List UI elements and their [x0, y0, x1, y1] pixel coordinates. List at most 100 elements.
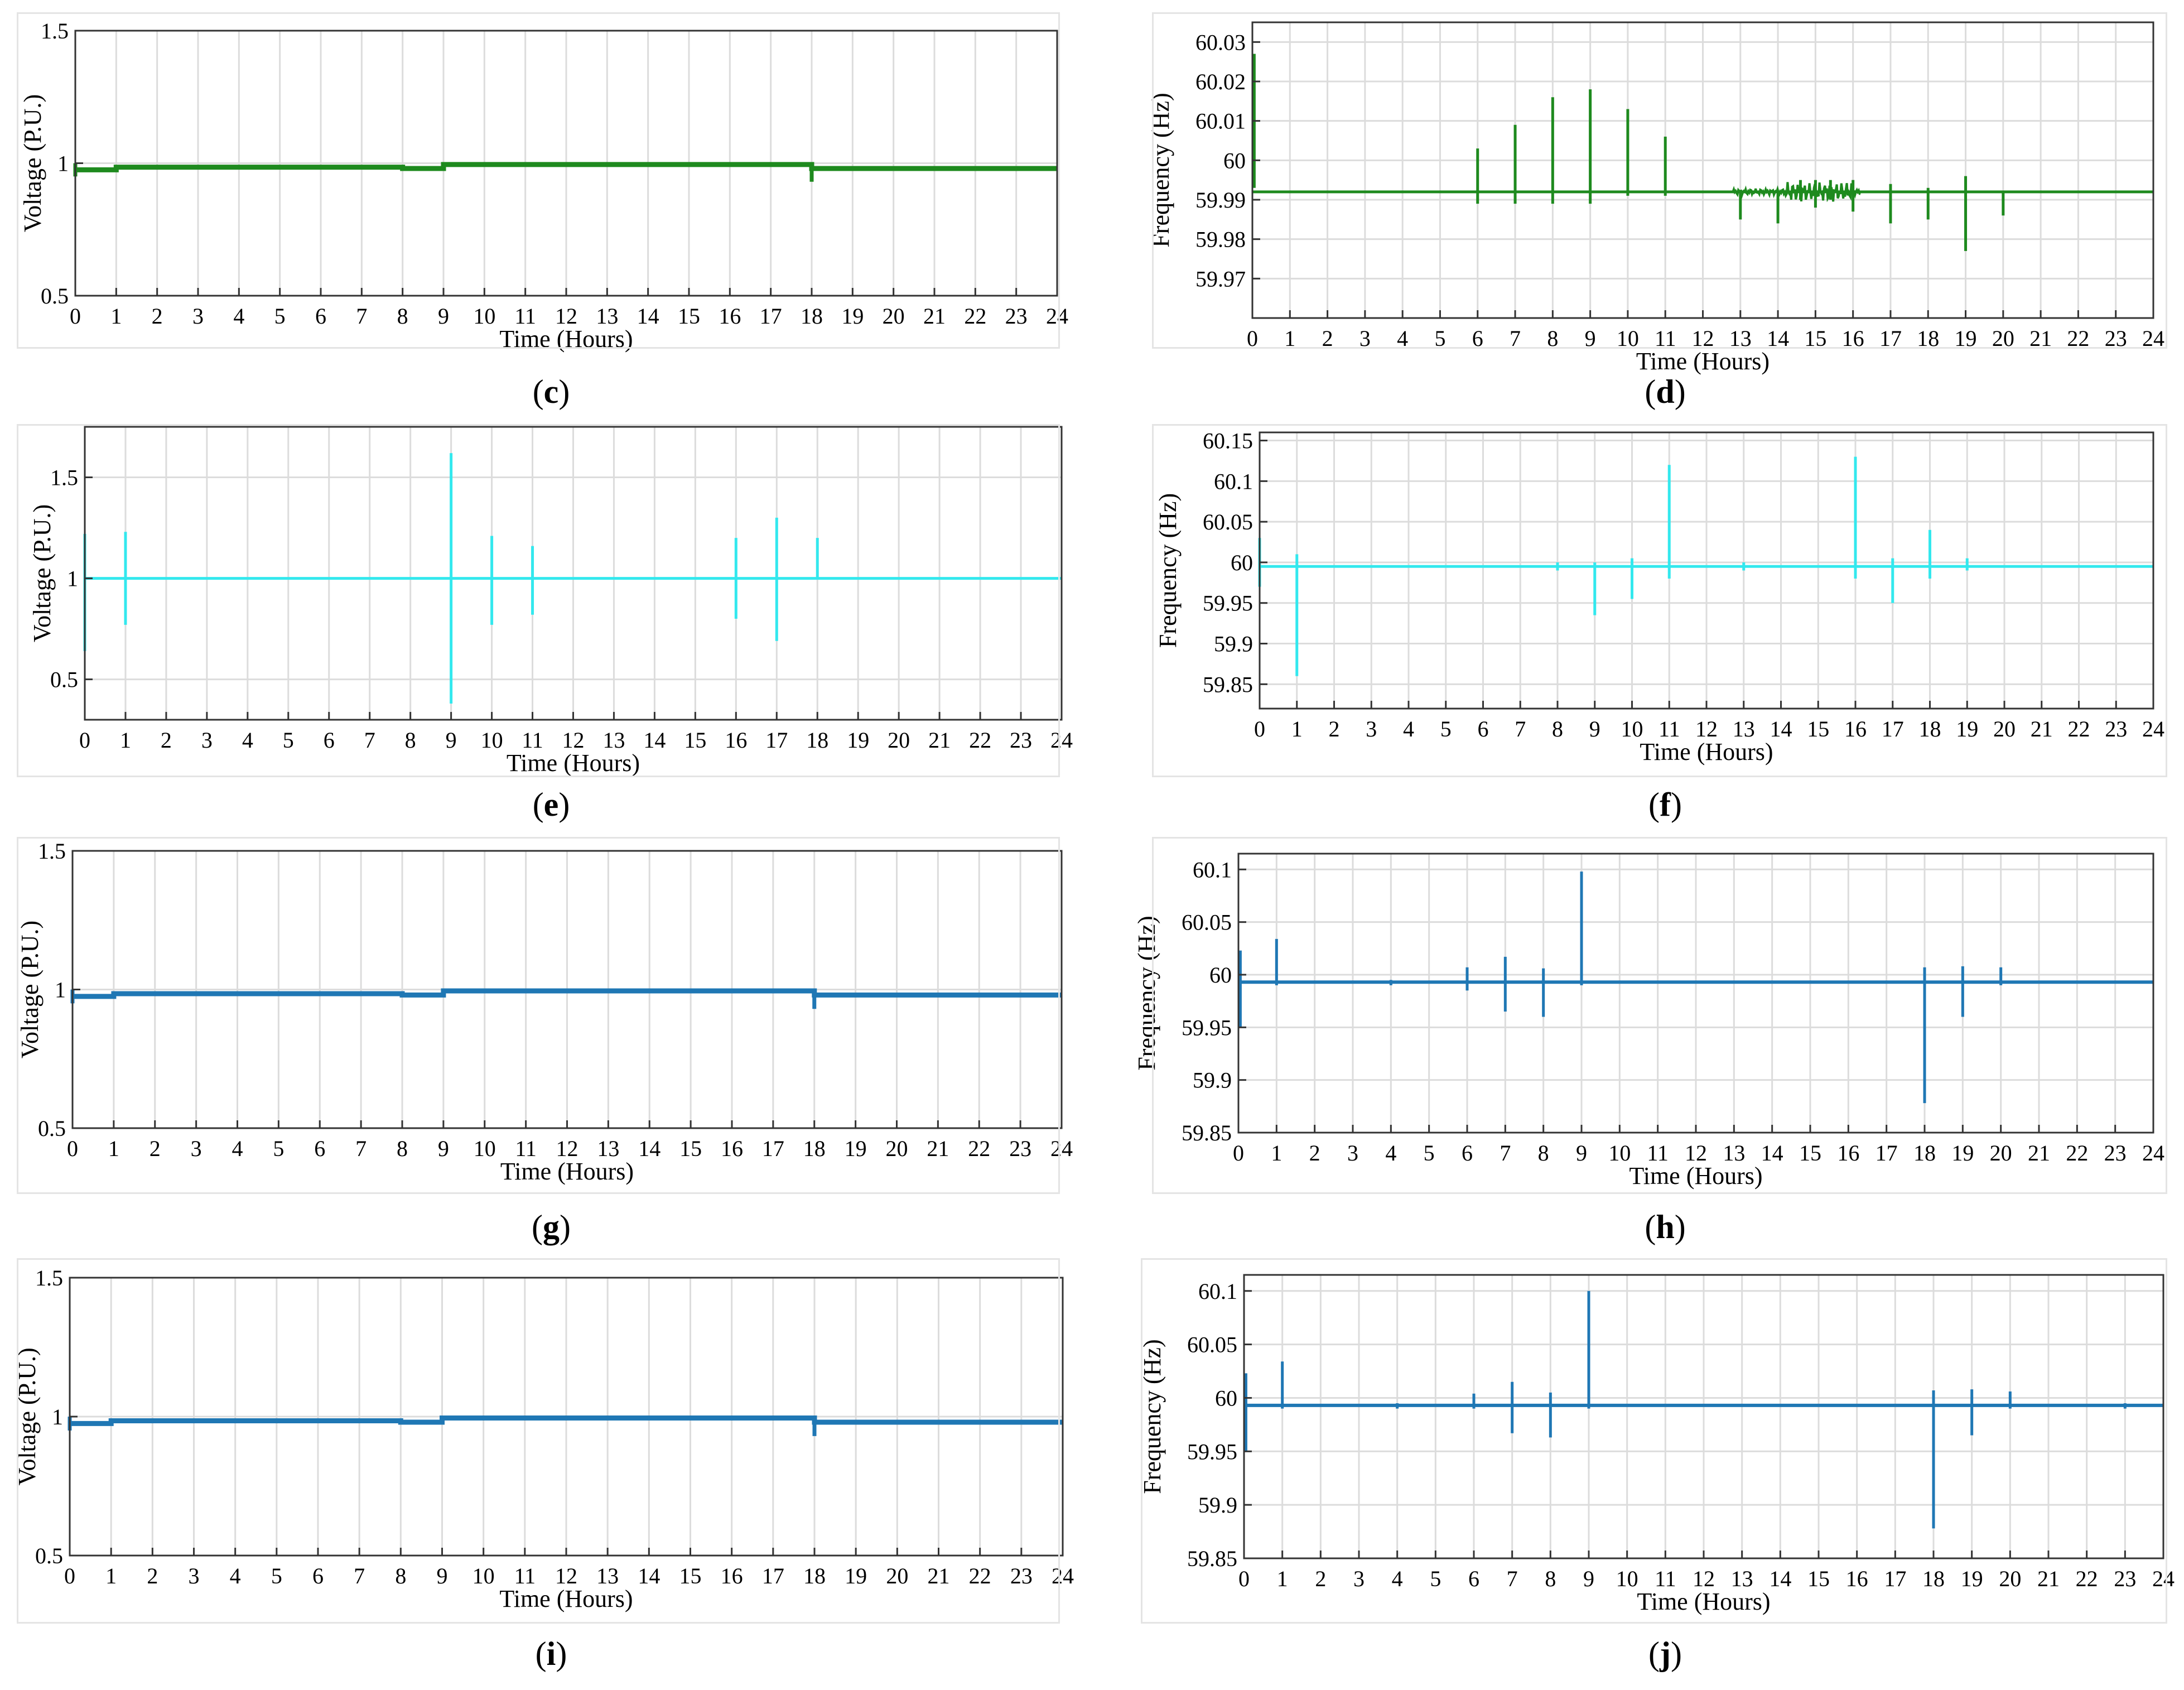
x-tick-label: 12 [1695, 716, 1718, 742]
x-tick-label: 24 [2152, 1566, 2175, 1591]
x-tick-label: 14 [1770, 716, 1792, 742]
series [1258, 456, 2153, 676]
x-tick-label: 0 [1254, 716, 1265, 742]
x-tick-label: 14 [1761, 1140, 1783, 1166]
panel-frame [17, 424, 1060, 777]
x-tick-label: 17 [765, 728, 788, 753]
x-tick-label: 11 [1647, 1140, 1669, 1166]
y-axis-label: Voltage (P.U.) [28, 504, 56, 642]
x-tick-label: 20 [886, 1136, 908, 1161]
x-tick-label: 10 [1608, 1140, 1631, 1166]
y-tick-label: 60.01 [1195, 109, 1246, 134]
caption-letter: g [543, 1208, 560, 1245]
x-tick-label: 15 [1804, 326, 1826, 351]
y-tick-label: 59.9 [1214, 632, 1253, 657]
x-tick-label: 23 [2105, 326, 2127, 351]
x-tick-label: 18 [803, 1563, 826, 1588]
y-tick-label: 59.97 [1195, 266, 1246, 291]
x-tick-label: 12 [1693, 1566, 1715, 1591]
x-tick-label: 5 [274, 304, 286, 329]
x-tick-label: 0 [1238, 1566, 1250, 1591]
y-tick-label: 60.02 [1195, 69, 1246, 94]
x-tick-label: 3 [1359, 326, 1371, 351]
y-tick-label: 1.5 [41, 18, 69, 44]
x-tick-label: 19 [1961, 1566, 1983, 1591]
y-tick-label: 60.05 [1187, 1332, 1237, 1357]
x-tick-label: 24 [1050, 1136, 1073, 1161]
x-tick-label: 6 [314, 1136, 325, 1161]
x-tick-label: 22 [969, 1563, 991, 1588]
x-tick-label: 21 [2037, 1566, 2060, 1591]
x-tick-label: 0 [64, 1563, 75, 1588]
x-tick-label: 11 [514, 1563, 536, 1588]
y-tick-label: 60.1 [1198, 1279, 1237, 1304]
caption-letter: h [1656, 1208, 1675, 1245]
x-tick-labels: 0 1 2 3 4 5 6 7 8 9 10 11 12 13 14 15 16 17 18 19 20 21 22 23 24 [1238, 1551, 2175, 1591]
x-tick-label: 24 [1052, 1563, 1074, 1588]
x-tick-label: 1 [110, 304, 122, 329]
y-axis-label: Voltage (P.U.) [16, 921, 44, 1058]
x-tick-label: 23 [1005, 304, 1028, 329]
x-tick-label: 17 [1876, 1140, 1898, 1166]
x-tick-label: 12 [556, 1136, 578, 1161]
x-tick-label: 22 [2076, 1566, 2098, 1591]
caption-letter: f [1660, 786, 1671, 823]
x-tick-label: 12 [555, 1563, 577, 1588]
x-tick-label: 3 [189, 1563, 200, 1588]
panel-frame [1141, 1258, 2167, 1624]
x-axis-label: Time (Hours) [500, 1158, 634, 1185]
y-tick-labels: 0.5 1 1.5 [41, 18, 83, 309]
x-tick-label: 17 [762, 1563, 784, 1588]
x-tick-label: 13 [1723, 1140, 1745, 1166]
x-tick-label: 4 [1403, 716, 1414, 742]
x-tick-label: 12 [1692, 326, 1714, 351]
y-tick-label: 60.03 [1195, 30, 1246, 55]
x-axis-label: Time (Hours) [507, 749, 640, 777]
x-tick-label: 24 [2142, 326, 2164, 351]
x-tick-label: 4 [233, 304, 244, 329]
x-tick-label: 20 [1999, 1566, 2021, 1591]
x-tick-label: 1 [1284, 326, 1295, 351]
y-axis-label: Frequency (Hz) [1147, 93, 1174, 247]
x-tick-label: 4 [232, 1136, 243, 1161]
caption-letter: e [543, 786, 559, 823]
x-tick-label: 17 [1884, 1566, 1906, 1591]
x-tick-label: 7 [354, 1563, 365, 1588]
x-tick-label: 20 [1992, 326, 2014, 351]
x-tick-label: 19 [845, 1136, 867, 1161]
x-tick-label: 16 [1842, 326, 1864, 351]
x-tick-label: 8 [1538, 1140, 1549, 1166]
x-tick-label: 20 [1993, 716, 2016, 742]
x-tick-label: 0 [1233, 1140, 1244, 1166]
x-tick-label: 16 [1846, 1566, 1868, 1591]
x-tick-label: 7 [1510, 326, 1521, 351]
y-tick-label: 60.1 [1214, 469, 1253, 494]
x-tick-label: 16 [725, 728, 747, 753]
x-tick-label: 20 [883, 304, 905, 329]
x-tick-label: 21 [927, 1136, 949, 1161]
x-tick-label: 9 [446, 728, 457, 753]
x-tick-label: 1 [108, 1136, 119, 1161]
series [1252, 54, 2153, 251]
x-tick-label: 6 [324, 728, 335, 753]
x-tick-label: 24 [1050, 728, 1073, 753]
caption-j: (j) [1648, 1635, 1682, 1672]
x-tick-label: 18 [1917, 326, 1939, 351]
x-tick-label: 7 [356, 304, 367, 329]
x-tick-label: 6 [1472, 326, 1483, 351]
x-tick-label: 18 [1913, 1140, 1936, 1166]
y-tick-label: 59.9 [1193, 1068, 1232, 1093]
x-tick-label: 23 [2104, 1140, 2127, 1166]
x-tick-labels: 0 1 2 3 4 5 6 7 8 9 10 11 12 13 14 15 16 17 18 19 20 21 22 23 24 [79, 712, 1073, 753]
x-tick-label: 5 [1434, 326, 1445, 351]
x-tick-label: 14 [1767, 326, 1789, 351]
x-tick-label: 10 [481, 728, 503, 753]
x-tick-label: 5 [273, 1136, 284, 1161]
y-tick-label: 0.5 [35, 1543, 63, 1568]
y-tick-label: 60 [1209, 962, 1232, 988]
x-tick-label: 15 [1799, 1140, 1821, 1166]
x-tick-label: 21 [923, 304, 946, 329]
x-tick-label: 10 [1621, 716, 1643, 742]
x-tick-label: 7 [1500, 1140, 1511, 1166]
